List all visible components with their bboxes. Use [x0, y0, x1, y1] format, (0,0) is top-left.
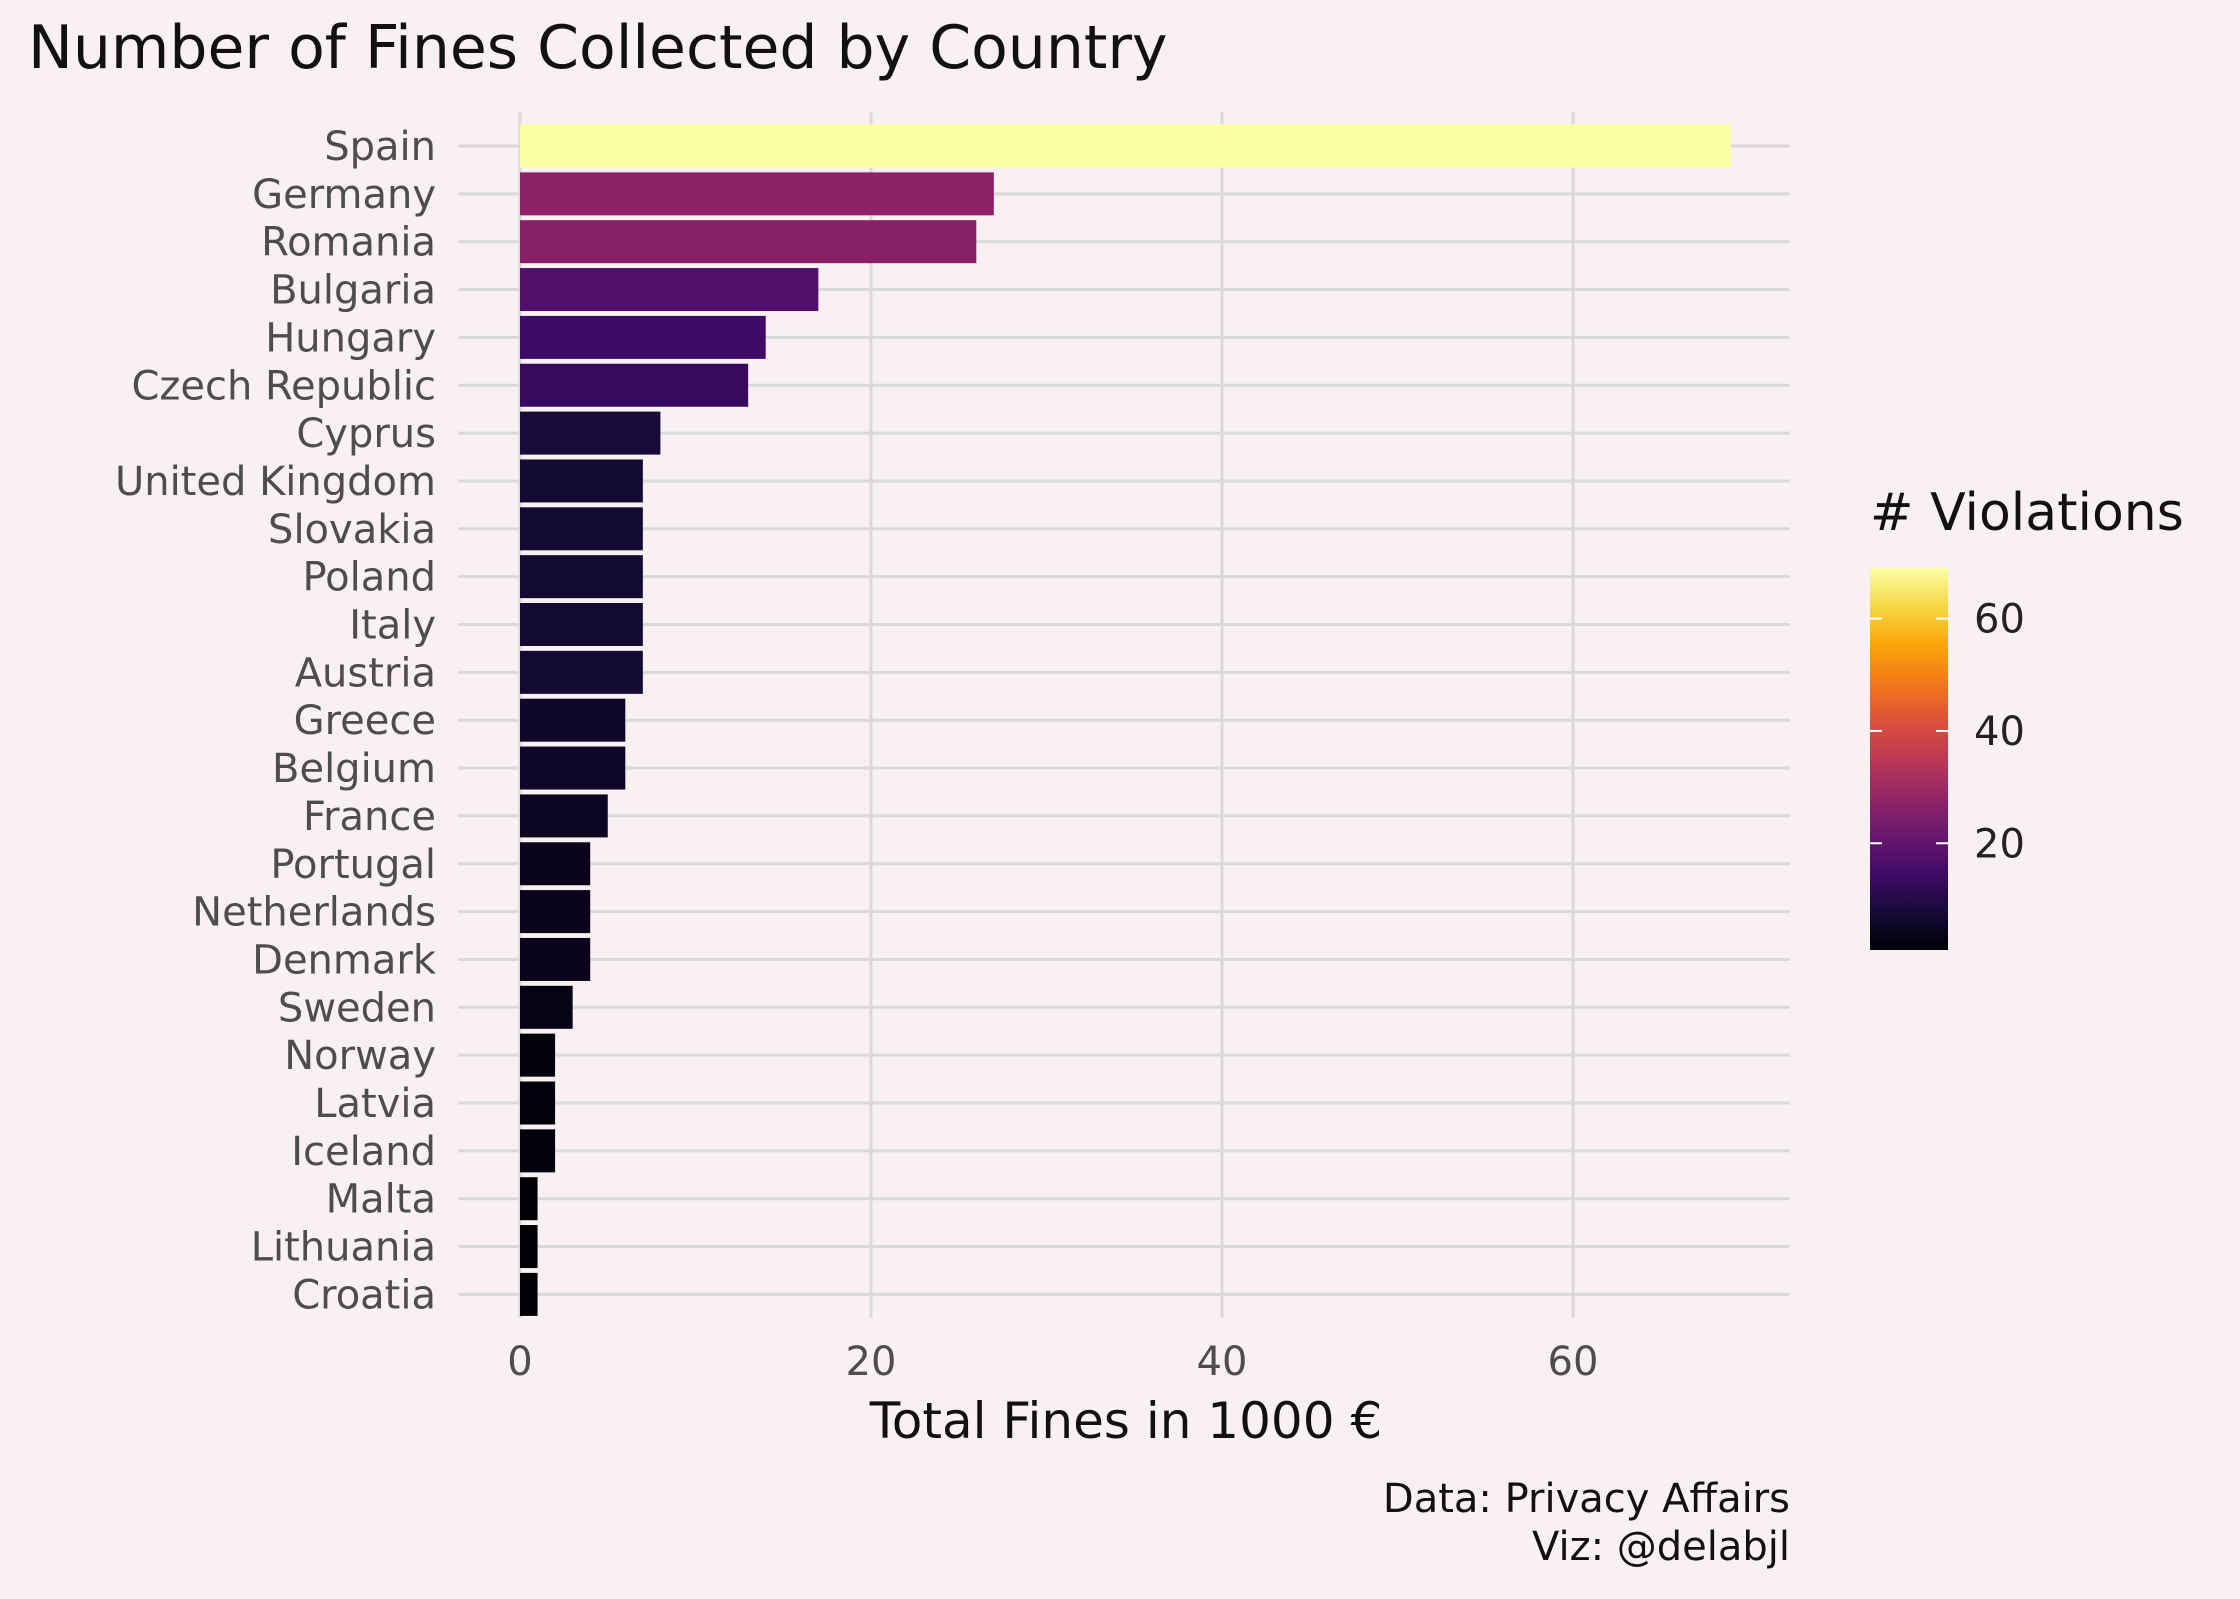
- legend-colorbar: [1870, 568, 1948, 950]
- category-label: Netherlands: [192, 890, 436, 936]
- bar-united-kingdom: [520, 459, 643, 503]
- bar-hungary: [520, 315, 766, 359]
- category-label: France: [303, 794, 436, 840]
- category-label: Czech Republic: [131, 363, 436, 409]
- category-label: Malta: [326, 1177, 436, 1223]
- legend-title: # Violations: [1870, 483, 2184, 543]
- category-label: United Kingdom: [115, 459, 436, 505]
- legend-ticks: 20 40 60: [1870, 597, 2025, 867]
- x-tick-labels: 0 20 40 60: [507, 1339, 1598, 1385]
- category-labels: SpainGermanyRomaniaBulgariaHungaryCzech …: [115, 124, 437, 1318]
- bars: [520, 124, 1731, 1316]
- bar-sweden: [520, 985, 573, 1029]
- category-label: Germany: [252, 172, 436, 218]
- caption-viz-credit: Viz: @delabjl: [1532, 1524, 1790, 1570]
- bar-france: [520, 794, 608, 838]
- bar-poland: [520, 555, 643, 599]
- legend-tick-label: 40: [1974, 709, 2025, 755]
- x-tick-label: 60: [1548, 1339, 1599, 1385]
- bar-norway: [520, 1033, 556, 1077]
- category-label: Belgium: [272, 746, 436, 792]
- bar-greece: [520, 698, 626, 742]
- bar-romania: [520, 220, 977, 264]
- bar-lithuania: [520, 1225, 538, 1269]
- bar-bulgaria: [520, 268, 819, 312]
- bar-czech-republic: [520, 363, 749, 407]
- bar-croatia: [520, 1272, 538, 1316]
- category-label: Poland: [302, 555, 436, 601]
- category-label: Slovakia: [268, 507, 436, 553]
- category-label: Bulgaria: [270, 268, 436, 314]
- category-label: Hungary: [265, 315, 436, 361]
- category-label: Greece: [294, 698, 436, 744]
- category-label: Romania: [261, 220, 436, 266]
- bar-slovakia: [520, 507, 643, 551]
- bar-belgium: [520, 746, 626, 790]
- caption-data-source: Data: Privacy Affairs: [1383, 1476, 1790, 1522]
- x-tick-label: 20: [846, 1339, 897, 1385]
- bar-spain: [520, 124, 1731, 168]
- legend-tick-label: 20: [1974, 821, 2025, 867]
- bar-cyprus: [520, 411, 661, 455]
- category-label: Iceland: [291, 1129, 436, 1175]
- legend-tick-label: 60: [1974, 597, 2025, 643]
- bar-malta: [520, 1177, 538, 1221]
- bar-austria: [520, 650, 643, 694]
- color-legend: # Violations 20 40 60: [1870, 483, 2184, 950]
- category-label: Croatia: [292, 1272, 436, 1318]
- category-label: Cyprus: [296, 411, 436, 457]
- x-tick-label: 0: [507, 1339, 532, 1385]
- x-axis-title: Total Fines in 1000 €: [869, 1392, 1383, 1450]
- bar-netherlands: [520, 890, 591, 934]
- bar-germany: [520, 172, 994, 216]
- category-label: Latvia: [314, 1081, 436, 1127]
- category-label: Norway: [284, 1033, 436, 1079]
- bar-italy: [520, 603, 643, 646]
- bar-denmark: [520, 937, 591, 981]
- category-label: Spain: [324, 124, 436, 170]
- category-label: Lithuania: [251, 1225, 436, 1271]
- bar-latvia: [520, 1081, 556, 1125]
- category-label: Denmark: [252, 937, 437, 983]
- bar-portugal: [520, 842, 591, 886]
- category-label: Austria: [295, 650, 436, 696]
- category-label: Sweden: [278, 985, 436, 1031]
- category-label: Portugal: [270, 842, 436, 888]
- chart-title: Number of Fines Collected by Country: [28, 13, 1168, 83]
- category-label: Italy: [349, 603, 436, 649]
- x-tick-label: 40: [1197, 1339, 1248, 1385]
- bar-iceland: [520, 1129, 556, 1173]
